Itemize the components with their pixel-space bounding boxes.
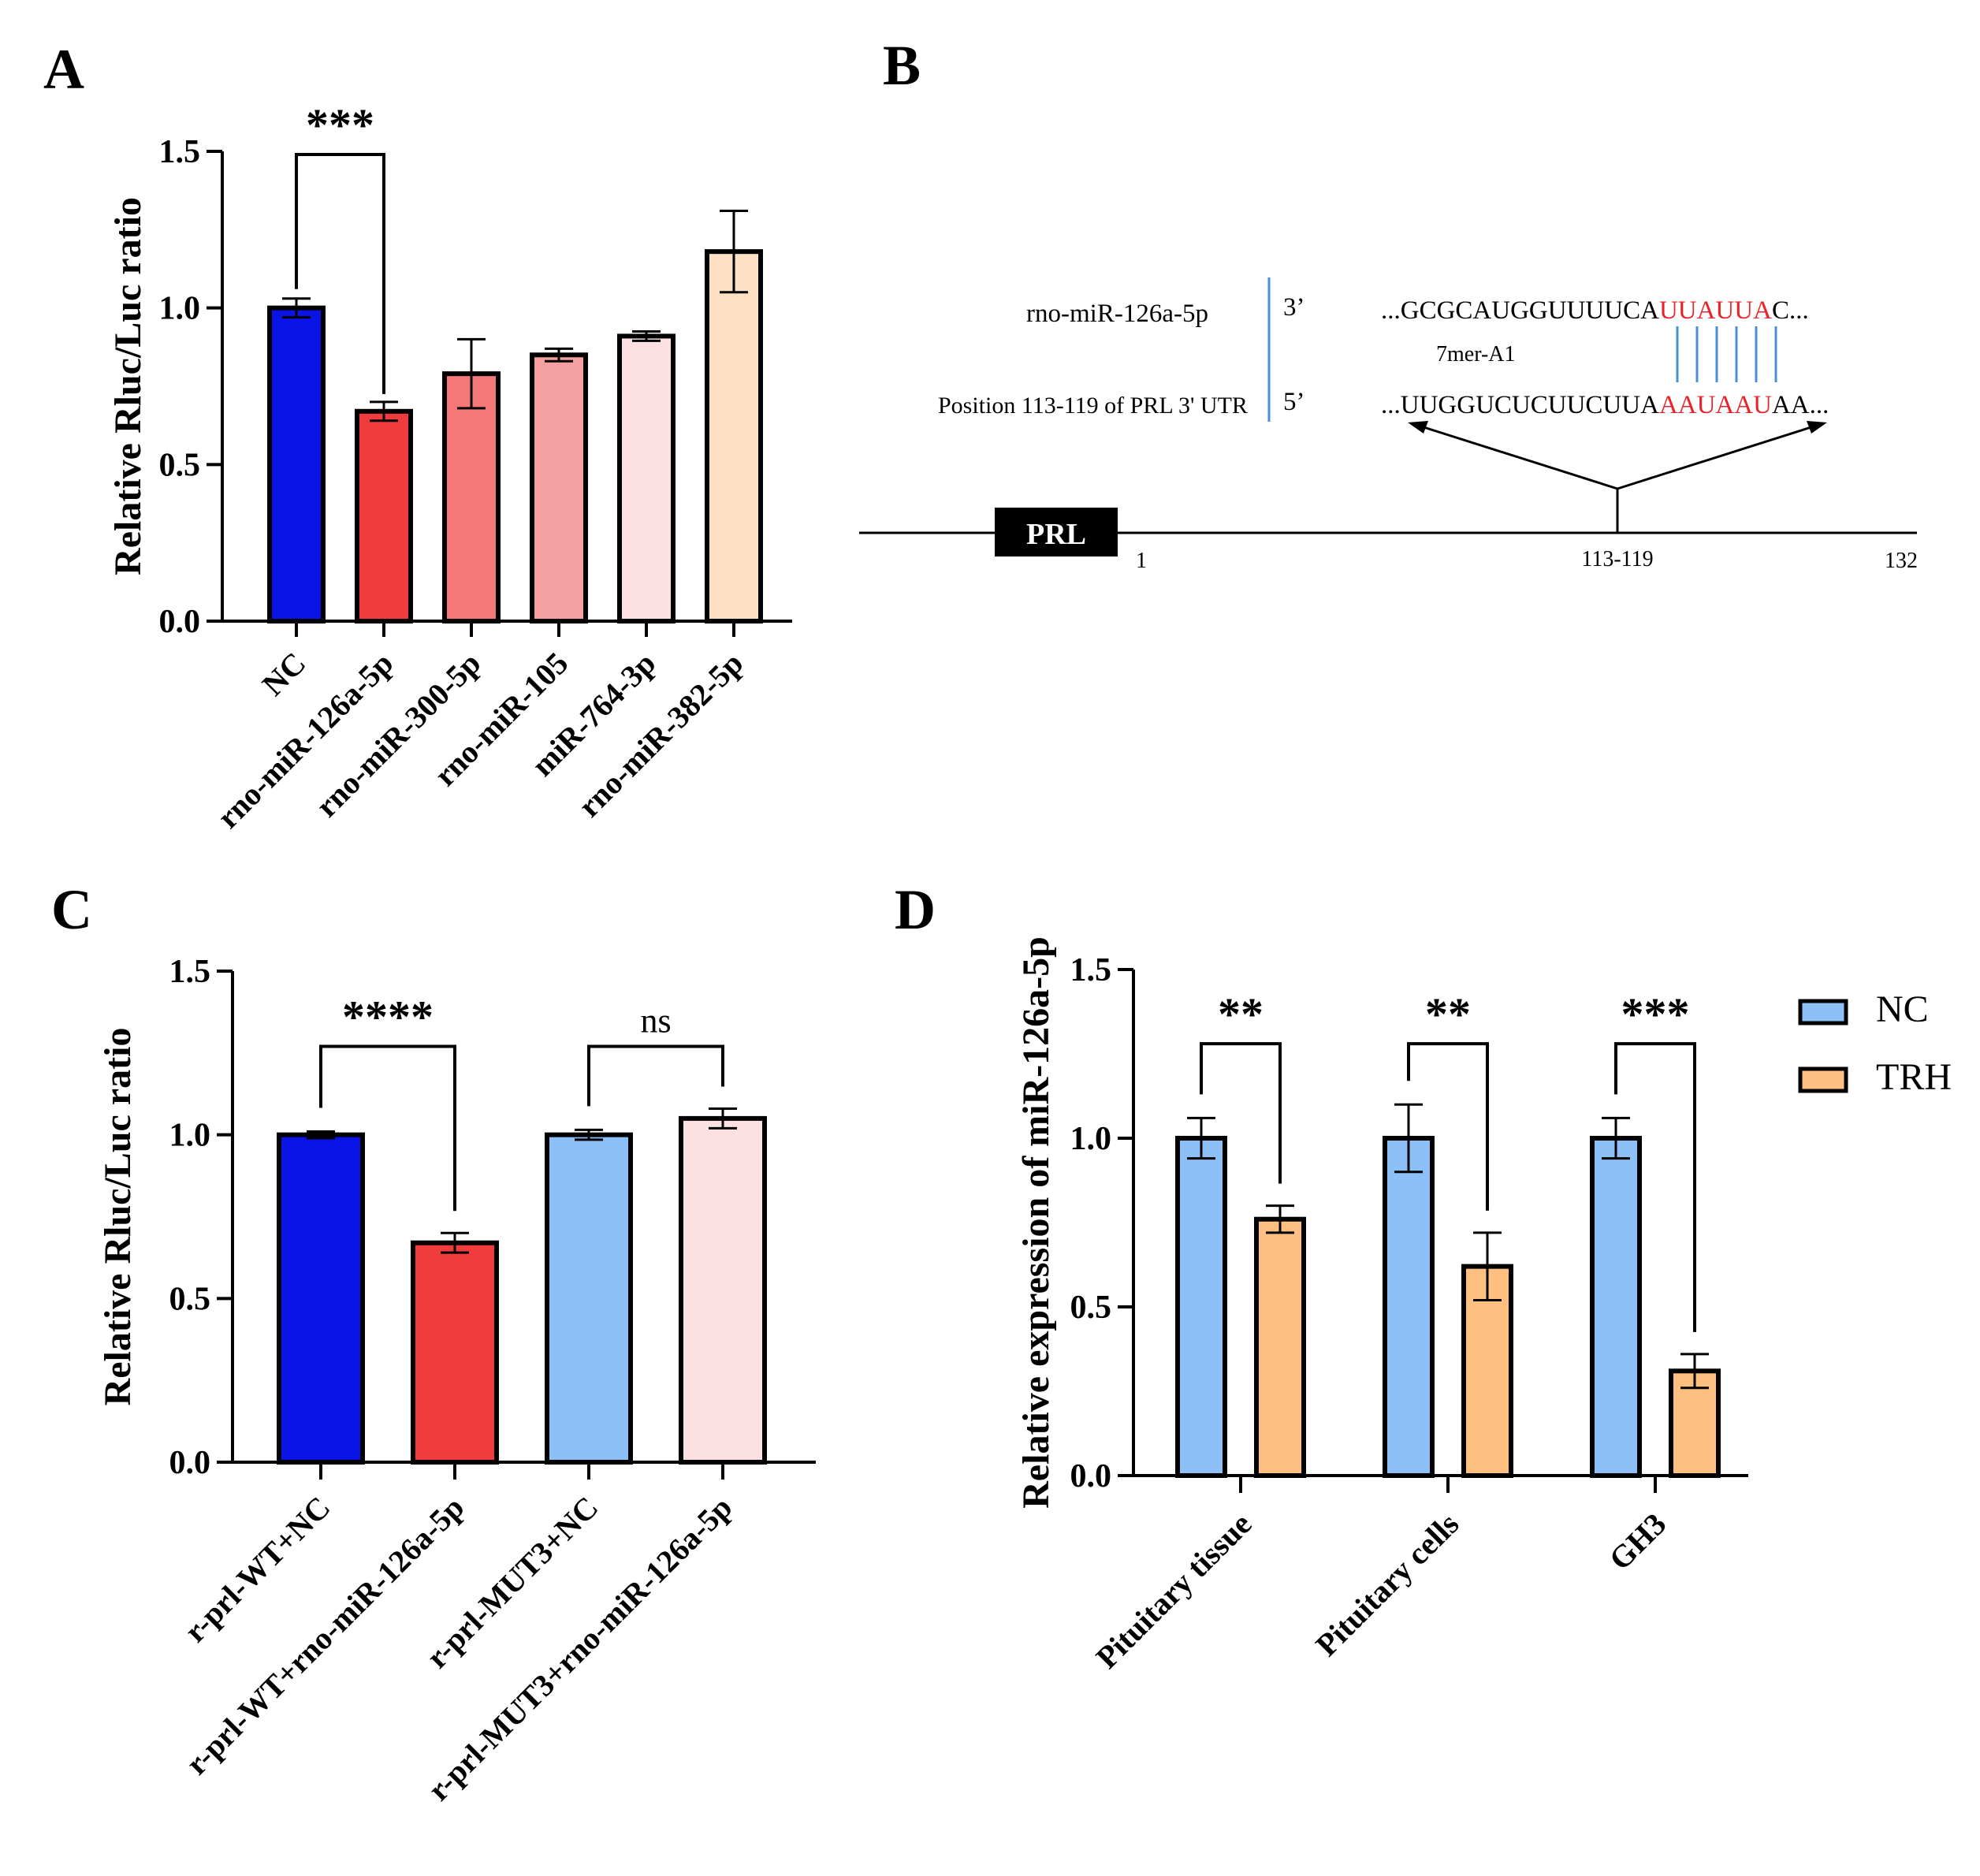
d-significance-bracket [1614, 1042, 1696, 1332]
arrow-left-line [1418, 424, 1618, 490]
a-y-axis-title: Relative Rluc/Luc ratio [107, 197, 149, 575]
arrow-right-line [1617, 424, 1817, 490]
panel-label-a: A [43, 38, 84, 101]
c-category-label: r-prl-WT+rno-miR-126a-5p [179, 1490, 471, 1782]
a-y-tick-label: 1.5 [159, 134, 201, 170]
a-bar [530, 352, 588, 623]
arrow-left-head [1408, 421, 1428, 434]
a-bar [705, 249, 763, 623]
d-bar [1383, 1136, 1435, 1478]
utr-sequence: ...UUGGUCUCUUCUUAAAUAAUAA... [1381, 391, 1829, 419]
c-significance-label: **** [342, 992, 434, 1043]
d-significance-label: ** [1218, 988, 1264, 1040]
mirna-sequence: ...GCGCAUGGUUUUCAUUAUUAC... [1381, 296, 1809, 325]
a-bar [355, 408, 413, 624]
d-bar [1254, 1216, 1306, 1478]
d-category-label: Pituitary cells [1308, 1506, 1465, 1663]
base-pair-lines [1676, 326, 1777, 382]
mirna-name: rno-miR-126a-5p [1026, 300, 1208, 328]
a-y-tick-label: 1.0 [159, 291, 201, 327]
prl-box-label: PRL [1026, 518, 1086, 551]
position-site: 113-119 [1581, 547, 1653, 571]
d-significance-bracket [1200, 1042, 1282, 1184]
panel-label-d: D [895, 878, 936, 941]
d-y-tick-label: 0.0 [1070, 1458, 1112, 1494]
utr-position-label: Position 113-119 of PRL 3' UTR [938, 393, 1248, 419]
a-bar [442, 371, 501, 623]
site-type-label: 7mer-A1 [1436, 342, 1516, 367]
d-legend-label: NC [1876, 988, 1929, 1030]
a-significance-label: *** [306, 99, 374, 151]
position-end: 132 [1885, 549, 1918, 573]
c-y-tick-label: 1.0 [169, 1118, 211, 1154]
c-bar [277, 1132, 365, 1465]
a-bar [617, 333, 676, 623]
d-y-axis-title: Relative expression of miR-126a-5p [1015, 936, 1057, 1509]
d-significance-label: *** [1621, 988, 1690, 1040]
c-bar [679, 1115, 767, 1465]
a-y-tick-label: 0.0 [159, 604, 201, 640]
d-y-tick-label: 1.5 [1070, 952, 1112, 988]
chart-c: 0.0 0.5 1.0 1.5 Relative Rluc/Luc ratio r-prl… [97, 954, 816, 1807]
c-bar [545, 1132, 633, 1465]
chart-d: 0.0 0.5 1.0 1.5 Relative expression of miR-1… [1015, 936, 1952, 1675]
position-start: 1 [1136, 549, 1147, 573]
a-significance-bracket [295, 152, 385, 394]
d-bar [1175, 1136, 1227, 1478]
d-category-label: Pituitary tissue [1089, 1506, 1258, 1676]
d-legend-label: TRH [1876, 1056, 1952, 1098]
d-legend-swatch [1798, 999, 1848, 1025]
c-bar [411, 1240, 499, 1465]
panel-label-c: C [51, 878, 92, 941]
a-category-label: NC [255, 646, 313, 703]
a-bar [267, 305, 326, 623]
d-legend-swatch [1798, 1066, 1848, 1093]
c-significance-bracket [319, 1044, 456, 1212]
a-y-tick-label: 0.5 [159, 447, 201, 483]
arrow-right-head [1807, 421, 1827, 434]
prl-box [995, 508, 1118, 556]
five-prime-end: 5’ [1283, 388, 1305, 416]
c-y-tick-label: 1.5 [169, 954, 211, 990]
c-significance-label: ns [640, 1002, 671, 1040]
d-y-tick-label: 0.5 [1070, 1290, 1112, 1326]
panel-b-diagram: rno-miR-126a-5p Position 113-119 of PRL … [859, 277, 1918, 573]
d-significance-label: ** [1425, 988, 1471, 1040]
d-category-label: GH3 [1602, 1506, 1673, 1577]
three-prime-end: 3’ [1283, 293, 1305, 322]
c-y-axis-title: Relative Rluc/Luc ratio [97, 1028, 139, 1406]
d-y-tick-label: 1.0 [1070, 1121, 1112, 1157]
c-y-tick-label: 0.0 [169, 1445, 211, 1481]
panel-label-b: B [883, 34, 921, 97]
c-significance-bracket [587, 1044, 724, 1107]
d-bar [1590, 1136, 1642, 1478]
c-y-tick-label: 0.5 [169, 1281, 211, 1317]
d-significance-bracket [1407, 1042, 1489, 1211]
